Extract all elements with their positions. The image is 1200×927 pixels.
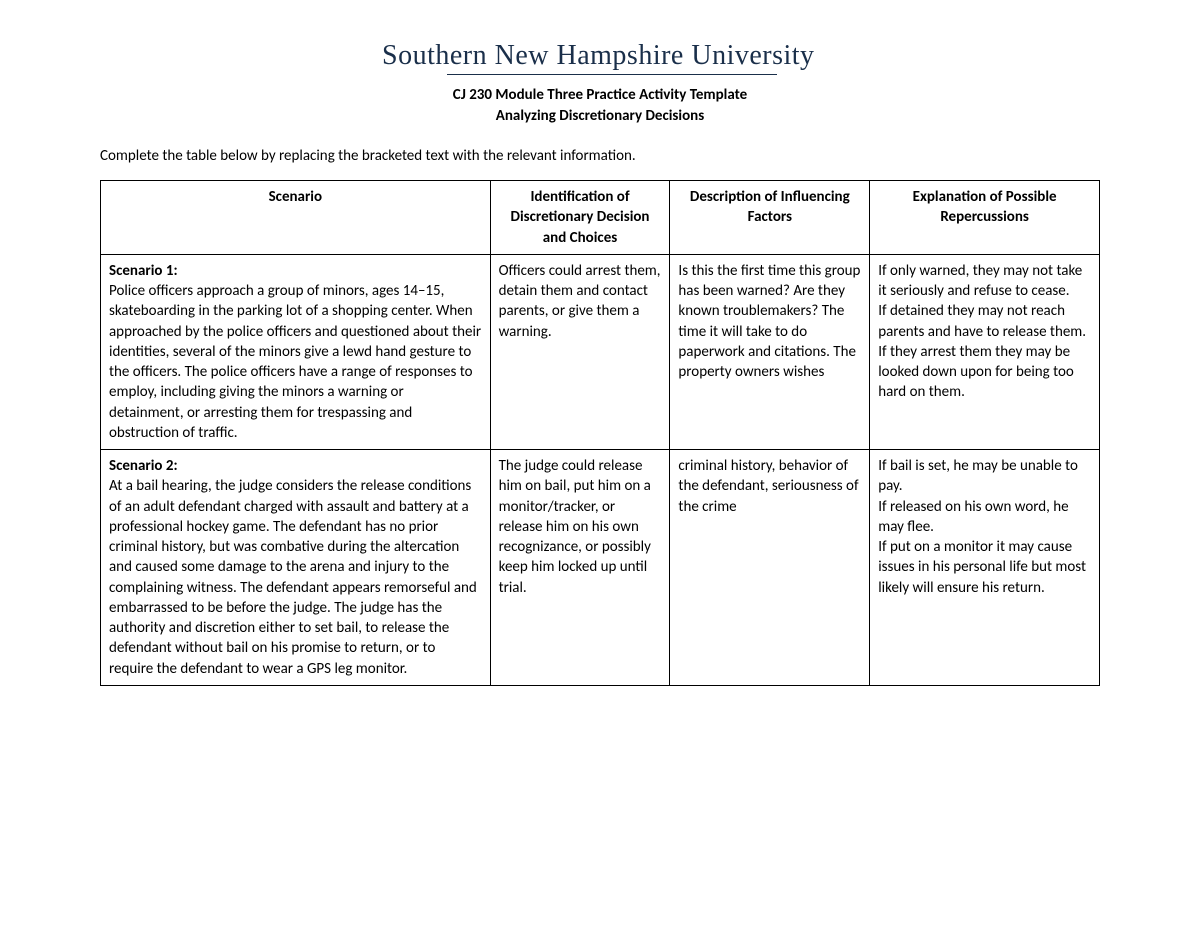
cell-repercussions: If bail is set, he may be unable to pay.… [870,450,1100,686]
page-title: CJ 230 Module Three Practice Activity Te… [100,85,1100,127]
logo-underline [447,74,777,75]
table-row: Scenario 2: At a bail hearing, the judge… [101,450,1100,686]
scenario-title: Scenario 1: [109,262,178,280]
cell-scenario: Scenario 1: Police officers approach a g… [101,254,491,449]
scenario-body: At a bail hearing, the judge considers t… [109,477,477,677]
title-line-1: CJ 230 Module Three Practice Activity Te… [100,85,1100,106]
table-header-row: Scenario Identification of Discretionary… [101,181,1100,255]
table-row: Scenario 1: Police officers approach a g… [101,254,1100,449]
scenarios-table: Scenario Identification of Discretionary… [100,180,1100,686]
cell-factors: criminal history, behavior of the defend… [670,450,870,686]
cell-scenario: Scenario 2: At a bail hearing, the judge… [101,450,491,686]
cell-identification: The judge could release him on bail, put… [490,450,670,686]
title-line-2: Analyzing Discretionary Decisions [100,106,1100,127]
scenario-title: Scenario 2: [109,457,178,475]
col-factors: Description of Influencing Factors [670,181,870,255]
col-identification: Identification of Discretionary Decision… [490,181,670,255]
university-logo: Southern New Hampshire University [100,40,1100,75]
cell-factors: Is this the first time this group has be… [670,254,870,449]
scenario-body: Police officers approach a group of mino… [109,282,481,442]
col-scenario: Scenario [101,181,491,255]
col-repercussions: Explanation of Possible Repercussions [870,181,1100,255]
instruction-text: Complete the table below by replacing th… [100,147,1100,165]
logo-text: Southern New Hampshire University [382,40,815,72]
cell-identification: Officers could arrest them, detain them … [490,254,670,449]
cell-repercussions: If only warned, they may not take it ser… [870,254,1100,449]
